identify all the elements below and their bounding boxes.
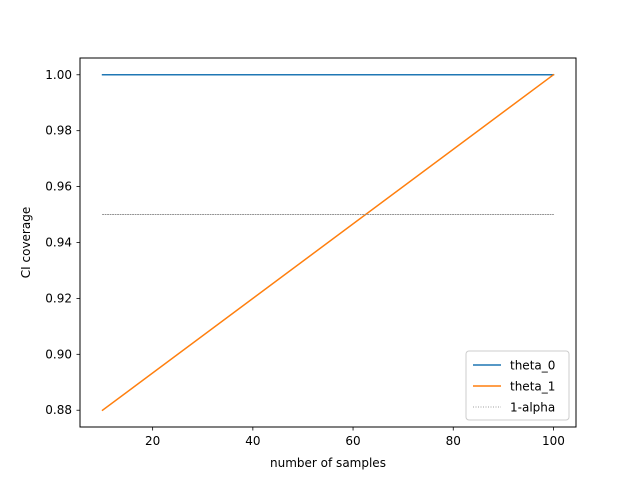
legend-label-theta-1: theta_1 [510, 380, 555, 394]
y-tick-label: 0.98 [45, 124, 72, 138]
y-tick-label: 0.92 [45, 291, 72, 305]
legend-label-theta-0: theta_0 [510, 359, 555, 373]
y-tick-label: 1.00 [45, 68, 72, 82]
legend: theta_0 theta_1 1-alpha [465, 350, 570, 421]
x-tick-label: 40 [245, 434, 260, 448]
y-tick-label: 0.88 [45, 403, 72, 417]
y-axis-label: CI coverage [19, 207, 33, 278]
y-tick-label: 0.96 [45, 180, 72, 194]
y-tick-label: 0.90 [45, 347, 72, 361]
x-tick-label: 100 [542, 434, 565, 448]
x-axis-label: number of samples [270, 456, 386, 470]
y-axis-ticks: 0.88 0.90 0.92 0.94 0.96 0.98 1.00 [45, 68, 80, 417]
legend-frame [465, 350, 570, 421]
x-tick-label: 20 [145, 434, 160, 448]
legend-label-1-alpha: 1-alpha [510, 401, 555, 415]
x-tick-label: 60 [345, 434, 360, 448]
series-layer [101, 73, 555, 412]
x-axis-ticks: 20 40 60 80 100 [145, 427, 565, 448]
x-tick-label: 80 [446, 434, 461, 448]
y-tick-label: 0.94 [45, 236, 72, 250]
series-line-theta-1 [101, 73, 555, 412]
